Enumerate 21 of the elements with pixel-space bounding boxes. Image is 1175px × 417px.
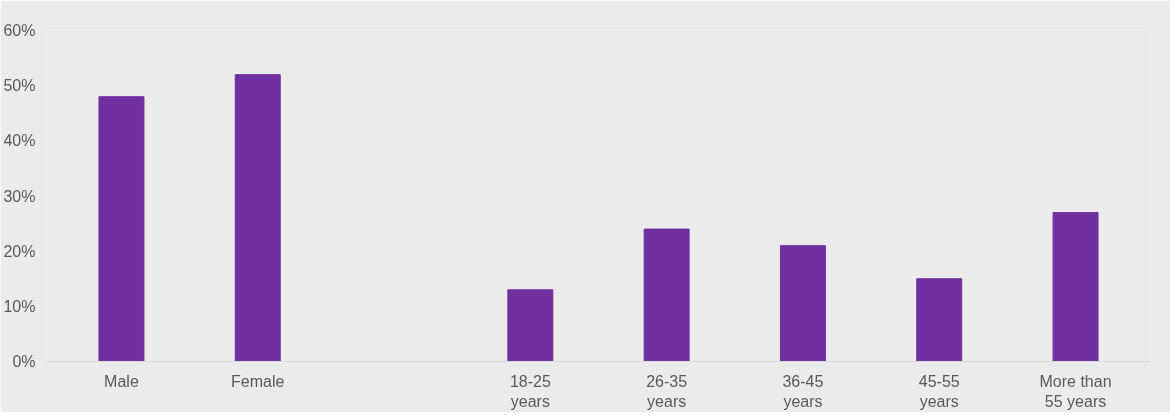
- y-tick-label: 50%: [3, 77, 36, 95]
- x-tick-label: 45-55 years: [918, 372, 960, 410]
- x-tick-label: 18-25 years: [509, 372, 551, 410]
- x-tick-label: 26-35 years: [646, 372, 688, 410]
- bar: [1052, 212, 1099, 362]
- y-tick-label: 20%: [3, 242, 36, 260]
- x-tick-label: 36-45 years: [782, 372, 824, 410]
- bar: [779, 245, 826, 362]
- x-tick-label: More than 55 years: [1039, 372, 1112, 410]
- bar: [916, 278, 963, 362]
- y-tick-label: 60%: [3, 22, 36, 39]
- bar: [643, 228, 690, 362]
- y-tick-label: 30%: [3, 187, 36, 205]
- y-tick-label: 40%: [3, 132, 36, 150]
- y-tick-label: 10%: [3, 297, 36, 315]
- bar: [98, 96, 145, 362]
- x-tick-label: Female: [231, 372, 285, 390]
- x-tick-label: Male: [104, 372, 139, 390]
- bar: [234, 74, 281, 362]
- y-tick-label: 0%: [12, 353, 36, 370]
- bar: [507, 289, 554, 362]
